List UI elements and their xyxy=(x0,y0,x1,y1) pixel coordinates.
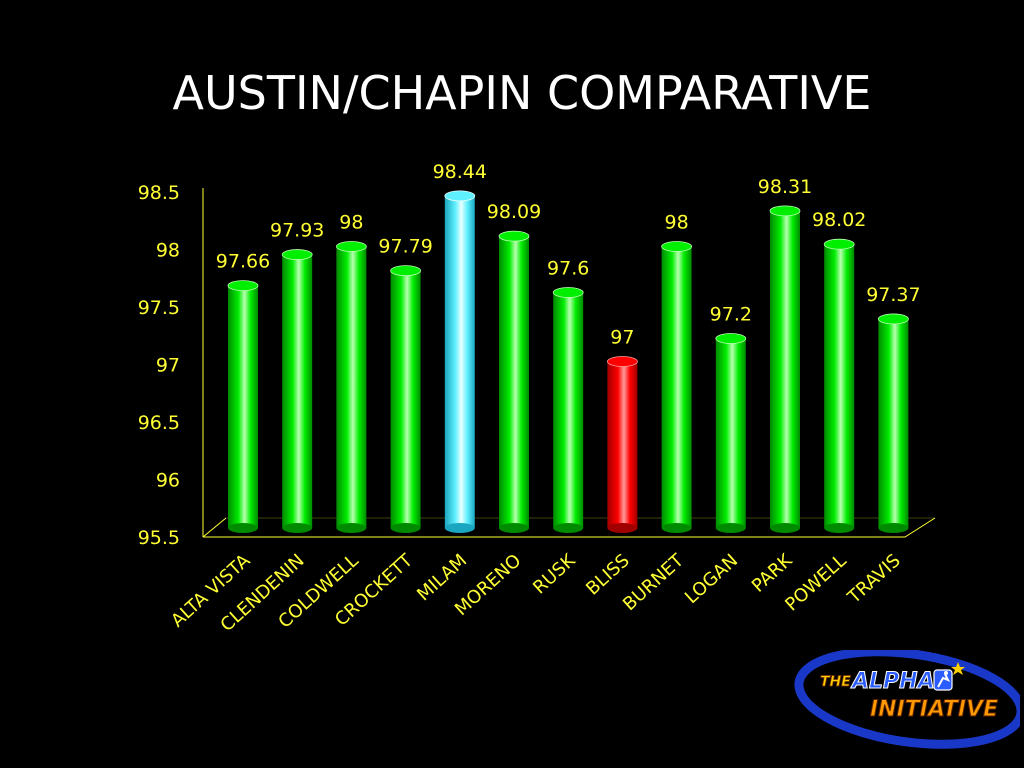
bar-base xyxy=(336,523,367,533)
y-tick-label: 98.5 xyxy=(138,182,180,204)
bar-top xyxy=(335,241,367,252)
data-label: 97.37 xyxy=(866,284,920,306)
y-tick-label: 97.5 xyxy=(138,297,180,319)
bar-crockett xyxy=(390,265,422,533)
data-label: 97 xyxy=(610,327,634,349)
bar-base xyxy=(715,523,746,533)
bar-top xyxy=(878,313,909,325)
bar-rusk xyxy=(552,287,584,533)
data-label: 98.09 xyxy=(487,201,541,223)
bar-base xyxy=(282,523,313,533)
bar-base xyxy=(228,523,258,533)
bar-base xyxy=(553,523,584,533)
bar-body xyxy=(553,292,584,528)
x-tick-label: RUSK xyxy=(529,549,580,598)
logo-star-icon xyxy=(951,662,965,675)
data-label: 98.31 xyxy=(758,176,812,198)
bar-top xyxy=(390,265,422,277)
bar-base xyxy=(824,523,855,533)
bar-travis xyxy=(878,313,909,533)
bar-base xyxy=(444,523,475,533)
bar-base xyxy=(661,523,692,533)
bar-clendenin xyxy=(281,249,313,533)
chart-floor-line xyxy=(203,517,936,538)
bar-powell xyxy=(823,238,855,533)
bar-body xyxy=(228,285,258,528)
data-label: 97.93 xyxy=(270,220,324,242)
y-tick-label: 97 xyxy=(156,355,180,377)
bar-top xyxy=(227,280,259,292)
logo-text-alpha: ALPHA xyxy=(850,669,935,694)
bar-burnet xyxy=(661,241,692,533)
bar-top xyxy=(823,238,855,250)
alpha-initiative-logo: THE ALPHA INITIATIVE xyxy=(794,650,1020,749)
data-label: 98 xyxy=(665,212,689,234)
bar-top xyxy=(498,230,530,242)
y-tick-label: 95.5 xyxy=(138,527,180,549)
x-tick-label: PARK xyxy=(748,549,797,596)
data-label: 98.02 xyxy=(812,209,866,231)
bar-base xyxy=(607,523,638,533)
y-tick-label: 98 xyxy=(156,240,180,262)
bar-body xyxy=(336,246,367,528)
logo-runner-icon xyxy=(933,669,953,691)
data-label: 97.66 xyxy=(216,251,270,273)
bar-body xyxy=(770,210,800,528)
bar-body xyxy=(661,246,692,528)
bar-body xyxy=(715,338,746,528)
bar-top xyxy=(281,249,313,260)
x-tick-label: POWELL xyxy=(781,550,850,615)
data-label: 98.44 xyxy=(433,161,487,183)
y-tick-label: 96 xyxy=(156,470,180,492)
bar-top xyxy=(715,333,747,344)
bar-alta-vista xyxy=(227,280,259,533)
bar-body xyxy=(878,318,909,528)
bar-base xyxy=(390,523,421,533)
bar-body xyxy=(499,236,529,528)
x-tick-label: TRAVIS xyxy=(843,550,905,608)
bar-base xyxy=(770,523,800,533)
bar-bliss xyxy=(607,356,638,533)
data-label: 97.79 xyxy=(378,236,432,258)
bar-top xyxy=(552,287,584,298)
bar-body xyxy=(607,361,638,528)
bar-top xyxy=(444,190,476,202)
bar-milam xyxy=(444,190,476,533)
bar-logan xyxy=(715,333,747,533)
data-label: 98 xyxy=(339,212,363,234)
bar-body xyxy=(444,195,475,528)
logo-text-the: THE xyxy=(820,674,851,690)
chart-title: AUSTIN/CHAPIN COMPARATIVE xyxy=(172,66,872,120)
bar-park xyxy=(769,205,801,533)
bar-body xyxy=(824,244,855,528)
bar-coldwell xyxy=(335,241,367,533)
x-tick-label: BURNET xyxy=(619,549,689,615)
x-tick-label: LOGAN xyxy=(681,550,742,608)
bar-top xyxy=(607,356,638,367)
data-label: 97.2 xyxy=(710,304,752,326)
bar-base xyxy=(499,523,529,533)
bar-top xyxy=(769,205,801,217)
bar-body xyxy=(282,254,313,529)
logo-text-initiative: INITIATIVE xyxy=(870,697,998,722)
bar-moreno xyxy=(498,230,530,533)
y-tick-label: 96.5 xyxy=(138,412,180,434)
bar-top xyxy=(661,241,692,252)
chart-floor-left-edge xyxy=(202,517,227,538)
bar-base xyxy=(878,523,909,533)
data-label: 97.6 xyxy=(547,258,589,280)
bar-body xyxy=(390,270,421,528)
